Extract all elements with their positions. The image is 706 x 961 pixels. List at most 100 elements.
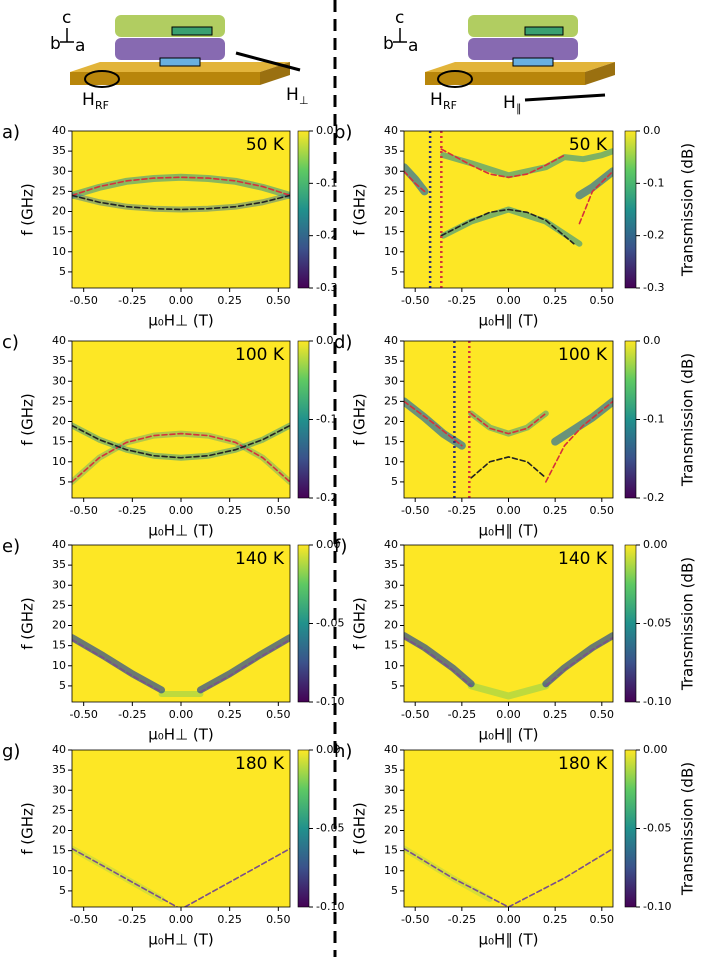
temperature-label: 180 K bbox=[235, 754, 285, 774]
colorbar-tick-label: 0.00 bbox=[316, 743, 341, 756]
x-tick-label: 0.25 bbox=[543, 913, 568, 926]
y-tick-label: 5 bbox=[391, 679, 398, 692]
resonance-band bbox=[72, 634, 166, 694]
plot-area bbox=[72, 845, 290, 907]
y-tick-label: 15 bbox=[52, 639, 66, 652]
fit-curve bbox=[404, 170, 426, 193]
y-tick-label: 5 bbox=[59, 884, 66, 897]
x-tick-label: -0.25 bbox=[448, 294, 476, 307]
y-tick-label: 35 bbox=[52, 354, 66, 367]
panel-label: d) bbox=[334, 332, 352, 353]
field-label: H bbox=[286, 85, 299, 105]
plot-area bbox=[404, 131, 613, 288]
panel: -0.50 -0.25 0.00 0.25 0.50 5 10 15 20 25 30 35 40 0.0… bbox=[334, 332, 697, 540]
y-axis-label: f (GHz) bbox=[19, 183, 37, 236]
y-tick-label: 10 bbox=[384, 864, 398, 877]
slab bbox=[70, 62, 290, 72]
y-tick-label: 35 bbox=[384, 144, 398, 157]
y-tick-label: 10 bbox=[52, 245, 66, 258]
x-tick-label: -0.25 bbox=[448, 504, 476, 517]
x-tick-label: -0.50 bbox=[69, 913, 97, 926]
x-tick-label: 0.00 bbox=[496, 294, 521, 307]
x-axis-label: μ₀H⊥ (T) bbox=[148, 931, 214, 949]
colorbar-tick-label: -0.1 bbox=[316, 413, 337, 426]
x-axis-label: μ₀H⊥ (T) bbox=[148, 312, 214, 330]
hrf-label: H bbox=[82, 90, 95, 110]
y-tick-label: 5 bbox=[59, 679, 66, 692]
crystal bbox=[115, 38, 225, 60]
panel: -0.50 -0.25 0.00 0.25 0.50 5 10 15 20 25 30 35 40 0.0… bbox=[334, 122, 697, 330]
y-axis-label: f (GHz) bbox=[351, 183, 369, 236]
colorbar-tick-label: -0.1 bbox=[643, 176, 664, 189]
y-tick-label: 35 bbox=[384, 354, 398, 367]
x-tick-label: 0.50 bbox=[266, 708, 291, 721]
y-tick-label: 25 bbox=[384, 184, 398, 197]
y-tick-label: 40 bbox=[384, 538, 398, 551]
x-tick-label: -0.25 bbox=[448, 913, 476, 926]
x-axis-label: μ₀H⊥ (T) bbox=[148, 522, 214, 540]
x-tick-label: 0.25 bbox=[543, 504, 568, 517]
temperature-label: 140 K bbox=[235, 549, 285, 569]
resonance-band bbox=[542, 632, 613, 688]
y-tick-label: 25 bbox=[52, 394, 66, 407]
y-tick-label: 30 bbox=[52, 164, 66, 177]
x-tick-label: -0.50 bbox=[401, 913, 429, 926]
heatmap-background bbox=[72, 131, 290, 288]
y-tick-label: 30 bbox=[52, 783, 66, 796]
colorbar-tick-label: -0.05 bbox=[316, 822, 344, 835]
fit-curve bbox=[72, 638, 163, 693]
y-tick-label: 40 bbox=[384, 743, 398, 756]
heatmap-background bbox=[404, 341, 613, 498]
y-tick-label: 30 bbox=[52, 374, 66, 387]
x-tick-label: 0.25 bbox=[217, 294, 242, 307]
fit-curve bbox=[72, 194, 290, 211]
fit-curve bbox=[470, 456, 547, 479]
panel: -0.50 -0.25 0.00 0.25 0.50 5 10 15 20 25 30 35 40 0.0… bbox=[334, 536, 697, 744]
fit-curve bbox=[545, 636, 613, 687]
y-axis-label: f (GHz) bbox=[19, 802, 37, 855]
colorbar-tick-label: -0.2 bbox=[643, 229, 664, 242]
y-tick-label: 10 bbox=[384, 245, 398, 258]
plot-area bbox=[72, 634, 290, 697]
fit-curve bbox=[470, 412, 547, 435]
slab bbox=[425, 62, 615, 72]
y-tick-label: 30 bbox=[52, 578, 66, 591]
x-tick-label: 0.00 bbox=[496, 504, 521, 517]
y-tick-label: 5 bbox=[59, 475, 66, 488]
panel: -0.50 -0.25 0.00 0.25 0.50 5 10 15 20 25 30 35 40 0.0… bbox=[2, 536, 344, 744]
x-tick-label: -0.25 bbox=[118, 294, 146, 307]
x-tick-label: 0.25 bbox=[217, 504, 242, 517]
y-tick-label: 20 bbox=[52, 824, 66, 837]
colorbar-tick-label: -0.10 bbox=[643, 900, 671, 913]
x-tick-label: 0.50 bbox=[590, 504, 615, 517]
plot-area bbox=[404, 341, 613, 498]
y-tick-label: 5 bbox=[391, 265, 398, 278]
resonance-band bbox=[440, 148, 613, 179]
heatmap-background bbox=[404, 750, 613, 907]
y-tick-label: 35 bbox=[384, 558, 398, 571]
x-tick-label: -0.50 bbox=[401, 708, 429, 721]
y-tick-label: 15 bbox=[384, 844, 398, 857]
x-tick-label: 0.50 bbox=[266, 913, 291, 926]
slab bbox=[425, 72, 585, 85]
y-tick-label: 30 bbox=[384, 164, 398, 177]
y-tick-label: 5 bbox=[391, 475, 398, 488]
y-tick-label: 15 bbox=[52, 844, 66, 857]
colorbar-tick-label: -0.3 bbox=[643, 281, 664, 294]
axis-label: c bbox=[62, 8, 71, 28]
slab bbox=[585, 62, 615, 85]
heatmap-background bbox=[404, 545, 613, 702]
y-axis-label: f (GHz) bbox=[351, 802, 369, 855]
fit-curve bbox=[72, 847, 178, 907]
x-tick-label: 0.50 bbox=[266, 294, 291, 307]
y-tick-label: 10 bbox=[52, 659, 66, 672]
colorbar-tick-label: -0.1 bbox=[316, 176, 337, 189]
resonance-band bbox=[196, 634, 290, 694]
colorbar-tick-label: -0.10 bbox=[643, 695, 671, 708]
temperature-label: 180 K bbox=[558, 754, 608, 774]
resonance-band bbox=[404, 163, 429, 196]
colorbar-tick-label: -0.10 bbox=[316, 900, 344, 913]
x-tick-label: 0.00 bbox=[496, 913, 521, 926]
colorbar bbox=[624, 544, 637, 703]
y-tick-label: 15 bbox=[384, 639, 398, 652]
